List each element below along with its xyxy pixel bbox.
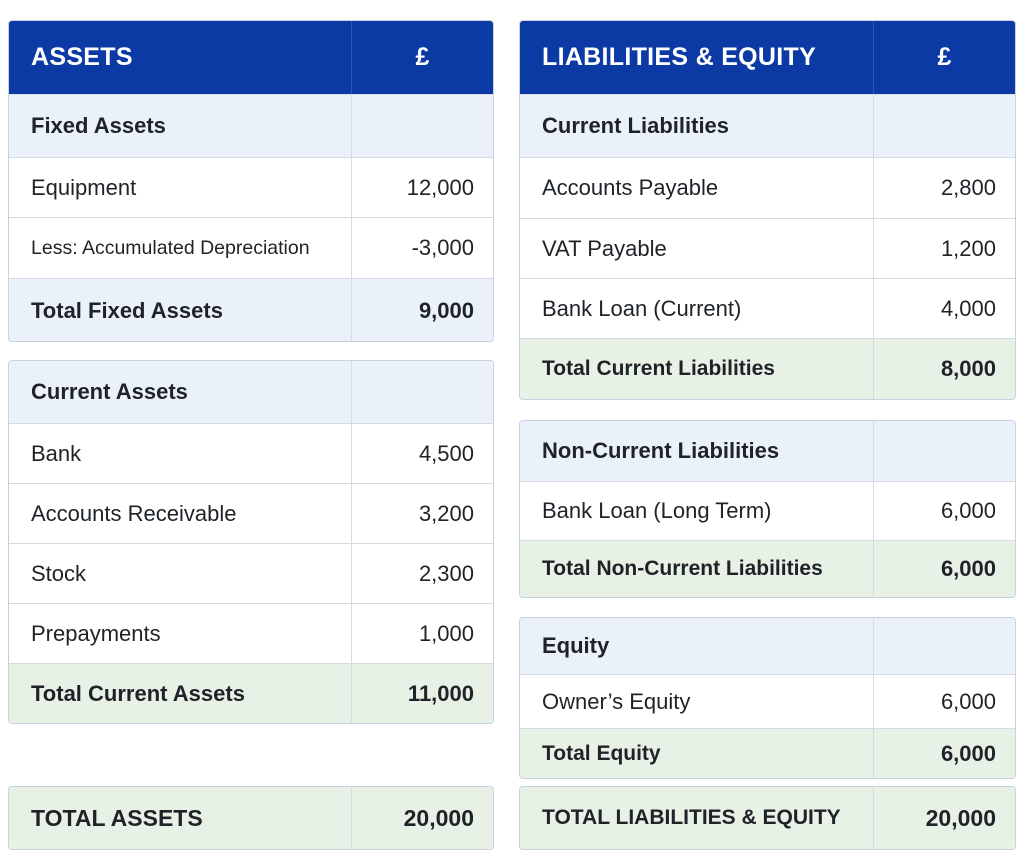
- current-assets-title-amount: [351, 361, 493, 423]
- total-liabilities-equity-table: TOTAL LIABILITIES & EQUITY 20,000: [519, 786, 1016, 850]
- row-amount: 6,000: [873, 482, 1015, 540]
- row-label: TOTAL LIABILITIES & EQUITY: [542, 806, 841, 829]
- row-label: Accounts Receivable: [31, 500, 237, 526]
- row-amount: 1,000: [351, 604, 493, 663]
- equity-section-row: Equity: [520, 618, 1015, 674]
- non-current-liabilities-table: Non-Current Liabilities Bank Loan (Long …: [519, 420, 1016, 598]
- total-current-assets-row: Total Current Assets 11,000: [9, 663, 493, 723]
- table-row: Accounts Receivable 3,200: [9, 483, 493, 543]
- row-amount: 6,000: [873, 675, 1015, 728]
- row-amount: 20,000: [873, 787, 1015, 849]
- row-label: Prepayments: [31, 620, 161, 646]
- row-amount: 11,000: [351, 664, 493, 723]
- row-amount: 4,500: [351, 424, 493, 483]
- row-label: Less: Accumulated Depreciation: [31, 236, 310, 259]
- fixed-assets-section-row: Fixed Assets: [9, 94, 493, 157]
- non-current-liabilities-title-amount: [873, 421, 1015, 481]
- row-label: Owner’s Equity: [542, 688, 691, 714]
- equity-table: Equity Owner’s Equity 6,000 Total Equity…: [519, 617, 1016, 779]
- total-non-current-liabilities-row: Total Non-Current Liabilities 6,000: [520, 540, 1015, 597]
- table-row: Accounts Payable 2,800: [520, 157, 1015, 218]
- liabilities-header-row: LIABILITIES & EQUITY £: [520, 21, 1015, 94]
- row-amount: 12,000: [351, 158, 493, 217]
- total-equity-row: Total Equity 6,000: [520, 728, 1015, 778]
- fixed-assets-title: Fixed Assets: [31, 113, 166, 138]
- current-assets-table: Current Assets Bank 4,500 Accounts Recei…: [8, 360, 494, 724]
- row-amount: 8,000: [873, 339, 1015, 399]
- table-row: Bank Loan (Current) 4,000: [520, 278, 1015, 338]
- table-row: Prepayments 1,000: [9, 603, 493, 663]
- current-liabilities-title-amount: [873, 95, 1015, 157]
- row-amount: 20,000: [351, 787, 493, 849]
- row-label: VAT Payable: [542, 235, 667, 261]
- row-label: TOTAL ASSETS: [31, 804, 203, 831]
- assets-header-title: ASSETS: [31, 43, 133, 71]
- liabilities-header-title: LIABILITIES & EQUITY: [542, 43, 817, 71]
- row-amount: 9,000: [351, 279, 493, 341]
- total-liabilities-equity-row: TOTAL LIABILITIES & EQUITY 20,000: [520, 787, 1015, 849]
- fixed-assets-title-amount: [351, 95, 493, 157]
- row-label: Bank Loan (Current): [542, 295, 742, 321]
- non-current-liabilities-title: Non-Current Liabilities: [542, 438, 780, 463]
- table-row: Less: Accumulated Depreciation -3,000: [9, 217, 493, 278]
- row-amount: 6,000: [873, 729, 1015, 778]
- row-amount: -3,000: [351, 218, 493, 278]
- assets-header-currency: £: [351, 21, 493, 94]
- total-current-liabilities-row: Total Current Liabilities 8,000: [520, 338, 1015, 399]
- row-label: Total Current Assets: [31, 680, 245, 706]
- total-fixed-assets-row: Total Fixed Assets 9,000: [9, 278, 493, 341]
- total-assets-table: TOTAL ASSETS 20,000: [8, 786, 494, 850]
- current-liabilities-section-row: Current Liabilities: [520, 94, 1015, 157]
- row-label: Accounts Payable: [542, 175, 719, 200]
- row-amount: 2,800: [873, 158, 1015, 218]
- row-label: Stock: [31, 560, 87, 586]
- assets-header-row: ASSETS £: [9, 21, 493, 94]
- row-label: Bank Loan (Long Term): [542, 498, 772, 523]
- table-row: Bank Loan (Long Term) 6,000: [520, 481, 1015, 540]
- liabilities-header-currency: £: [873, 21, 1015, 94]
- row-amount: 1,200: [873, 219, 1015, 278]
- row-amount: 3,200: [351, 484, 493, 543]
- non-current-liabilities-section-row: Non-Current Liabilities: [520, 421, 1015, 481]
- row-amount: 6,000: [873, 541, 1015, 597]
- current-assets-title: Current Assets: [31, 379, 188, 404]
- equity-title-amount: [873, 618, 1015, 674]
- row-label: Equipment: [31, 174, 137, 200]
- current-liabilities-table: LIABILITIES & EQUITY £ Current Liabiliti…: [519, 20, 1016, 400]
- total-assets-row: TOTAL ASSETS 20,000: [9, 787, 493, 849]
- current-assets-section-row: Current Assets: [9, 361, 493, 423]
- row-label: Total Fixed Assets: [31, 298, 223, 323]
- current-liabilities-title: Current Liabilities: [542, 113, 730, 138]
- fixed-assets-table: ASSETS £ Fixed Assets Equipment 12,000 L…: [8, 20, 494, 342]
- table-row: Equipment 12,000: [9, 157, 493, 217]
- row-label: Total Equity: [542, 741, 661, 765]
- table-row: VAT Payable 1,200: [520, 218, 1015, 278]
- table-row: Owner’s Equity 6,000: [520, 674, 1015, 728]
- row-amount: 4,000: [873, 279, 1015, 338]
- table-row: Stock 2,300: [9, 543, 493, 603]
- row-label: Total Non-Current Liabilities: [542, 557, 823, 580]
- equity-title: Equity: [542, 633, 610, 658]
- row-label: Total Current Liabilities: [542, 357, 775, 380]
- table-row: Bank 4,500: [9, 423, 493, 483]
- row-label: Bank: [31, 440, 82, 466]
- row-amount: 2,300: [351, 544, 493, 603]
